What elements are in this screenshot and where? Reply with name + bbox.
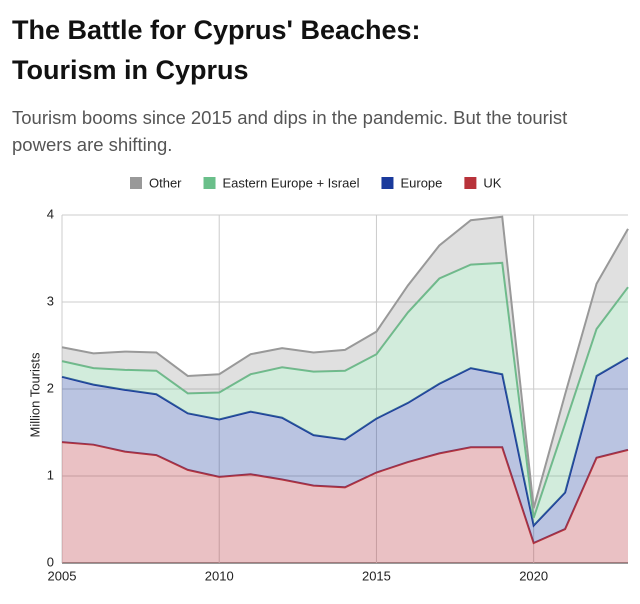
legend-label: UK xyxy=(483,175,501,190)
area-line xyxy=(61,441,629,545)
y-tick-label: 4 xyxy=(47,206,54,221)
x-tick-label: 2015 xyxy=(362,568,391,583)
legend-swatch xyxy=(130,177,142,189)
legend-label: Other xyxy=(149,175,182,190)
x-tick-label: 2020 xyxy=(519,568,548,583)
legend-label: Eastern Europe + Israel xyxy=(223,175,360,190)
y-tick-label: 1 xyxy=(47,467,54,482)
y-tick-label: 0 xyxy=(47,554,54,569)
area-line xyxy=(61,261,629,519)
area-line xyxy=(61,356,629,528)
area xyxy=(62,442,628,563)
chart-title: Tourism in Cyprus xyxy=(12,55,249,85)
legend-label: Europe xyxy=(400,175,442,190)
subtitle: Tourism booms since 2015 and dips in the… xyxy=(12,107,567,128)
area xyxy=(62,357,628,543)
x-tick-label: 2010 xyxy=(205,568,234,583)
area-line xyxy=(61,215,629,509)
y-tick-label: 2 xyxy=(47,380,54,395)
legend-swatch xyxy=(381,177,394,189)
legend-swatch xyxy=(203,177,216,189)
area xyxy=(62,262,628,526)
legend-swatch xyxy=(464,177,477,189)
y-tick-label: 3 xyxy=(47,293,54,308)
chart-title: The Battle for Cyprus' Beaches: xyxy=(12,15,421,45)
y-axis-title: Million Tourists xyxy=(27,352,42,438)
area xyxy=(62,216,628,518)
subtitle: powers are shifting. xyxy=(12,134,172,155)
x-tick-label: 2005 xyxy=(48,568,77,583)
